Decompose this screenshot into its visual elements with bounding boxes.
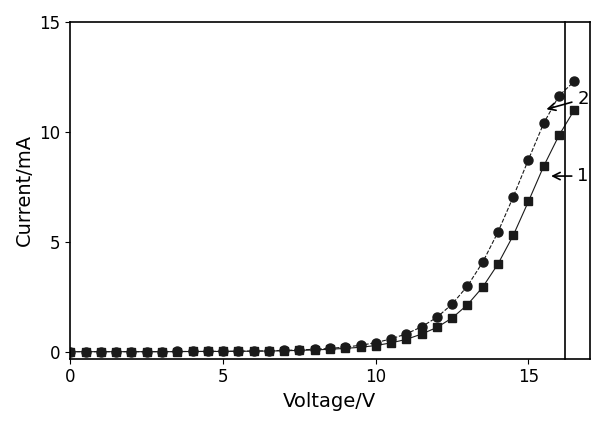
Text: 2: 2 xyxy=(548,90,589,110)
X-axis label: Voltage/V: Voltage/V xyxy=(283,392,376,411)
Y-axis label: Current/mA: Current/mA xyxy=(15,134,34,246)
Text: 1: 1 xyxy=(553,167,589,185)
